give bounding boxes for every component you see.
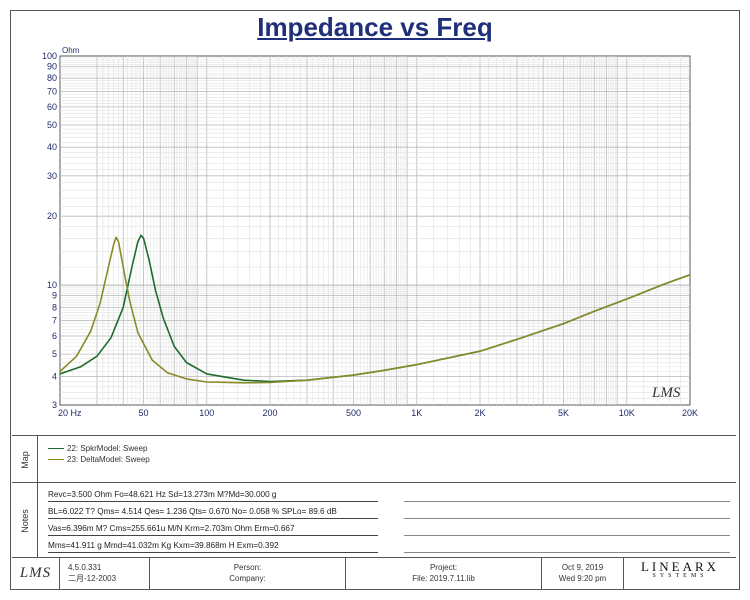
y-tick-label: 4 [52, 371, 57, 381]
y-tick-label: 50 [47, 120, 57, 130]
note-row: BL=6.022 T? Qms= 4.514 Qes= 1.236 Qts= 0… [48, 506, 378, 519]
y-tick-label: 8 [52, 302, 57, 312]
legend-swatch-spkr [48, 448, 64, 449]
note-row: Mms=41.911 g Mmd=41.032m Kg Kxm=39.868m … [48, 540, 378, 553]
note-blank-line [404, 489, 730, 502]
project-cell: Project: File: 2019.7.11.lib [346, 558, 542, 589]
x-tick-label: 2K [474, 408, 485, 418]
footer: LMS 4.5.0.331 二月-12-2003 Person: Company… [12, 557, 736, 589]
x-tick-label: 1K [411, 408, 422, 418]
y-tick-label: 6 [52, 331, 57, 341]
legend-label: 23: DeltaModel: Sweep [67, 455, 150, 464]
y-tick-label: 20 [47, 211, 57, 221]
series-line-deltamodel [59, 236, 691, 384]
plot-area [59, 55, 691, 406]
legend-label: 22: SpkrModel: Sweep [67, 444, 148, 453]
x-tick-label: 200 [262, 408, 277, 418]
version-text: 4.5.0.331 [68, 563, 102, 572]
x-tick-label: 5K [558, 408, 569, 418]
y-tick-label: 10 [47, 280, 57, 290]
y-tick-label: 90 [47, 61, 57, 71]
time-text: Wed 9:20 pm [558, 574, 607, 583]
y-tick-label: 5 [52, 349, 57, 359]
y-tick-label: 60 [47, 102, 57, 112]
y-tick-label: 40 [47, 142, 57, 152]
legend-swatch-delta [48, 459, 64, 460]
x-tick-label: 500 [346, 408, 361, 418]
person-cell: Person: Company: [150, 558, 346, 589]
person-label: Person: [233, 563, 262, 572]
build-date-text: 二月-12-2003 [68, 574, 117, 583]
file-label: File: 2019.7.11.lib [412, 574, 475, 583]
window-frame [10, 10, 740, 590]
note-blank-line [404, 523, 730, 536]
y-tick-label: 30 [47, 171, 57, 181]
note-blank-line [404, 506, 730, 519]
date-text: Oct 9, 2019 [561, 563, 604, 572]
chart-title: Impedance vs Freq [257, 12, 493, 42]
notes-side-label: Notes [12, 483, 38, 558]
y-tick-label: 7 [52, 316, 57, 326]
lms-watermark: LMS [651, 385, 681, 401]
project-label: Project: [429, 563, 458, 572]
linearx-logo: LINEARX SYSTEMS [640, 559, 720, 579]
map-entry: 22: SpkrModel: Sweep [48, 444, 148, 453]
note-blank-line [404, 540, 730, 553]
y-tick-label: 100 [42, 51, 57, 61]
lms-logo: LMS [12, 558, 60, 589]
notes-panel: Notes Revc=3.500 Ohm Fo=48.621 Hz Sd=13.… [12, 482, 736, 558]
map-entry: 23: DeltaModel: Sweep [48, 455, 150, 464]
x-tick-label: 20K [682, 408, 698, 418]
y-tick-label: 3 [52, 400, 57, 410]
x-tick-label: 20 Hz [58, 408, 82, 418]
x-tick-label: 100 [199, 408, 214, 418]
map-panel: Map 22: SpkrModel: Sweep 23: DeltaModel:… [12, 435, 736, 483]
x-tick-label: 10K [619, 408, 635, 418]
datetime-cell: Oct 9, 2019 Wed 9:20 pm [542, 558, 624, 589]
company-label: Company: [229, 574, 266, 583]
x-tick-label: 50 [139, 408, 149, 418]
y-tick-label: 70 [47, 86, 57, 96]
map-side-label: Map [12, 436, 38, 483]
version-cell: 4.5.0.331 二月-12-2003 [60, 558, 150, 589]
note-row: Revc=3.500 Ohm Fo=48.621 Hz Sd=13.273m M… [48, 489, 378, 502]
y-tick-label: 80 [47, 73, 57, 83]
y-tick-label: 9 [52, 291, 57, 301]
y-unit-label: Ohm [62, 46, 80, 55]
note-row: Vas=6.396m M? Cms=255.661u M/N Krm=2.703… [48, 523, 378, 536]
